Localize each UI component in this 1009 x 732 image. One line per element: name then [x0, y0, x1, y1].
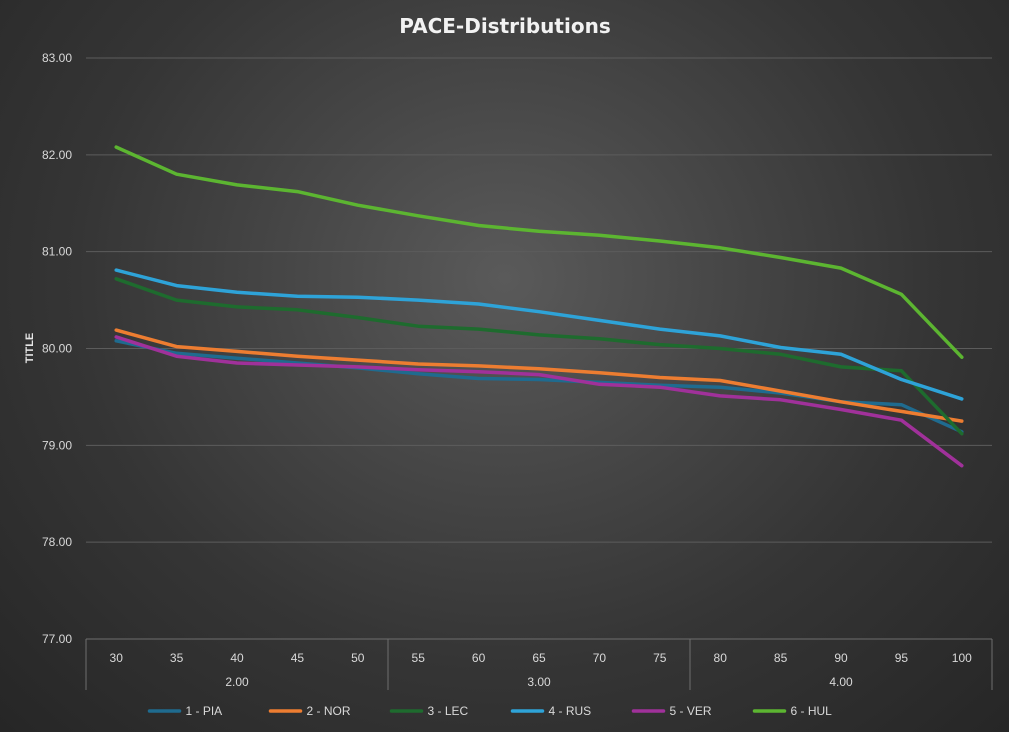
x-tick-label: 100: [952, 651, 972, 665]
series-line: [114, 268, 964, 401]
x-tick-label: 70: [593, 651, 607, 665]
grid-layer: [86, 57, 992, 640]
x-tick-label: 30: [110, 651, 124, 665]
y-tick-label: 83.00: [42, 51, 72, 65]
x-group-label: 4.00: [829, 675, 853, 689]
x-axis: 30 35 40 45 50 55 60 65 70 75 80 85 90 95 100 2.00 3.00 4…: [85, 638, 993, 690]
legend: 1 - PIA 2 - NOR 3 - LEC 4 - RUS 5 - VER 6 - H…: [147, 704, 833, 718]
chart-title: PACE-Distributions: [399, 14, 610, 38]
x-tick-label: 45: [291, 651, 305, 665]
series-line: [114, 335, 964, 468]
series-line: [114, 145, 964, 359]
y-tick-label: 79.00: [42, 438, 72, 452]
legend-label: 6 - HUL: [791, 704, 833, 718]
series-line: [114, 328, 964, 423]
x-group-label: 3.00: [527, 675, 551, 689]
y-tick-label: 77.00: [42, 632, 72, 646]
x-tick-label: 80: [714, 651, 728, 665]
legend-label: 5 - VER: [670, 704, 712, 718]
x-tick-label: 65: [532, 651, 546, 665]
x-tick-label: 55: [412, 651, 426, 665]
x-tick-label: 85: [774, 651, 788, 665]
legend-label: 4 - RUS: [549, 704, 592, 718]
x-tick-label: 90: [834, 651, 848, 665]
x-tick-label: 40: [230, 651, 244, 665]
series-line: [114, 277, 964, 436]
series-lines: [114, 145, 964, 468]
y-tick-label: 82.00: [42, 148, 72, 162]
legend-label: 2 - NOR: [307, 704, 351, 718]
legend-label: 3 - LEC: [428, 704, 469, 718]
legend-label: 1 - PIA: [186, 704, 223, 718]
x-tick-label: 95: [895, 651, 909, 665]
x-tick-label: 35: [170, 651, 184, 665]
y-tick-label: 78.00: [42, 535, 72, 549]
x-group-label: 2.00: [225, 675, 249, 689]
x-tick-label: 75: [653, 651, 667, 665]
y-tick-label: 80.00: [42, 342, 72, 356]
y-tick-labels: 77.00 78.00 79.00 80.00 81.00 82.00 83.00: [42, 51, 72, 646]
y-tick-label: 81.00: [42, 245, 72, 259]
y-axis-title: TITLE: [24, 333, 36, 364]
x-tick-label: 50: [351, 651, 365, 665]
x-tick-label: 60: [472, 651, 486, 665]
